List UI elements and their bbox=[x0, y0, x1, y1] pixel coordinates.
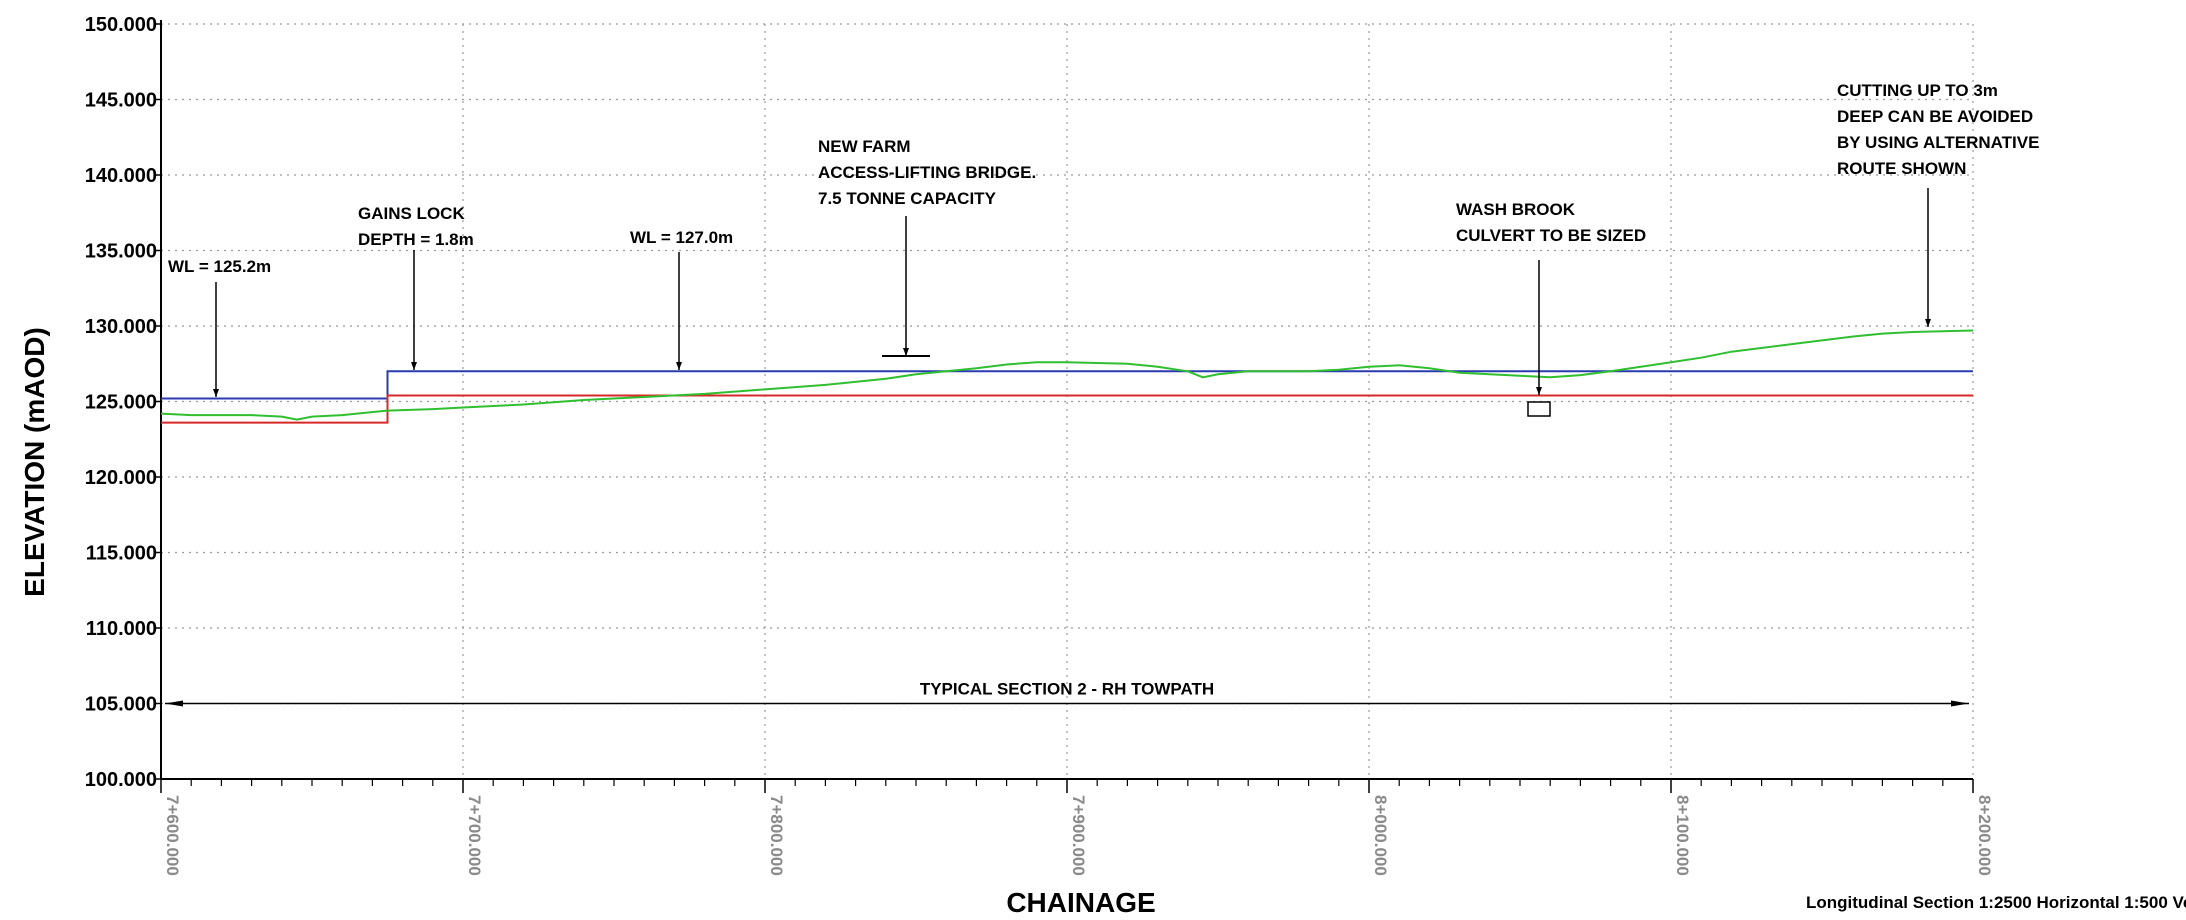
annotation-arrowhead bbox=[676, 362, 682, 370]
annotation-text: DEPTH = 1.8m bbox=[358, 230, 474, 249]
y-tick-label: 145.000 bbox=[85, 90, 157, 112]
x-tick-labels: 7+600.000 7+700.000 7+800.000 7+900.000 8+00… bbox=[163, 795, 1994, 876]
x-tick-label: 7+900.000 bbox=[1069, 795, 1088, 876]
annotation-text: NEW FARM bbox=[818, 137, 911, 156]
annotation-text: WL = 125.2m bbox=[168, 257, 271, 276]
ground-level-line bbox=[160, 329, 1974, 421]
wl-125-annotation: WL = 125.2m bbox=[168, 257, 271, 397]
y-tick-label: 120.000 bbox=[85, 467, 157, 489]
annotation-text: DEEP CAN BE AVOIDED bbox=[1837, 107, 2033, 126]
x-tick-label: 8+100.000 bbox=[1673, 795, 1692, 876]
y-tick-label: 125.000 bbox=[85, 392, 157, 414]
scale-note: Longitudinal Section 1:2500 Horizontal 1… bbox=[1806, 893, 2186, 912]
annotation-layer: WL = 125.2m GAINS LOCK DEPTH = 1.8m WL = 12… bbox=[168, 81, 2039, 417]
y-tick-label: 100.000 bbox=[85, 769, 157, 791]
dimension-arrow-left bbox=[165, 700, 183, 707]
culvert-box-symbol bbox=[1527, 401, 1551, 417]
y-tick-label: 115.000 bbox=[86, 543, 157, 565]
annotation-text: CUTTING UP TO 3m bbox=[1837, 81, 1998, 100]
y-tick-label: 130.000 bbox=[85, 316, 157, 338]
wl-127-annotation: WL = 127.0m bbox=[630, 228, 733, 370]
annotation-text: WASH BROOK bbox=[1456, 200, 1576, 219]
y-tick-label: 110.000 bbox=[86, 618, 157, 640]
x-tick-label: 7+700.000 bbox=[465, 795, 484, 876]
annotation-text: WL = 127.0m bbox=[630, 228, 733, 247]
annotation-text: CULVERT TO BE SIZED bbox=[1456, 226, 1646, 245]
dimension-label: TYPICAL SECTION 2 - RH TOWPATH bbox=[920, 680, 1214, 699]
annotation-arrowhead bbox=[903, 348, 909, 356]
wash-brook-annotation: WASH BROOK CULVERT TO BE SIZED bbox=[1456, 200, 1646, 417]
annotation-text: BY USING ALTERNATIVE bbox=[1837, 133, 2039, 152]
annotation-text: ACCESS-LIFTING BRIDGE. bbox=[818, 163, 1036, 182]
dimension-layer: TYPICAL SECTION 2 - RH TOWPATH bbox=[165, 680, 1969, 707]
x-axis-title: CHAINAGE bbox=[1006, 887, 1155, 918]
annotation-text: GAINS LOCK bbox=[358, 204, 465, 223]
y-axis-title: ELEVATION (mAOD) bbox=[19, 327, 50, 597]
x-tick-label: 8+000.000 bbox=[1371, 795, 1390, 876]
annotation-arrowhead bbox=[213, 389, 219, 397]
x-tick-label: 7+600.000 bbox=[163, 795, 182, 876]
dimension-arrow-right bbox=[1951, 700, 1969, 707]
annotation-arrowhead bbox=[1925, 319, 1931, 327]
grid-layer bbox=[161, 23, 1974, 779]
y-tick-label: 150.000 bbox=[85, 14, 157, 36]
annotation-arrowhead bbox=[1536, 387, 1542, 395]
water-level-line bbox=[161, 370, 1973, 400]
farm-bridge-annotation: NEW FARM ACCESS-LIFTING BRIDGE. 7.5 TONNE … bbox=[818, 137, 1036, 357]
y-tick-label: 140.000 bbox=[85, 165, 157, 187]
annotation-text: ROUTE SHOWN bbox=[1837, 159, 1966, 178]
x-tick-label: 7+800.000 bbox=[767, 795, 786, 876]
x-tick-label: 8+200.000 bbox=[1975, 795, 1994, 876]
axis-layer bbox=[155, 20, 1974, 793]
canal-bed-line bbox=[161, 394, 1973, 424]
series-layer bbox=[160, 329, 1974, 424]
gains-lock-annotation: GAINS LOCK DEPTH = 1.8m bbox=[358, 204, 474, 370]
cutting-annotation: CUTTING UP TO 3m DEEP CAN BE AVOIDED BY US… bbox=[1837, 81, 2039, 327]
y-tick-label: 135.000 bbox=[85, 241, 157, 263]
y-tick-label: 105.000 bbox=[85, 694, 157, 716]
annotation-arrowhead bbox=[411, 362, 417, 370]
y-tick-labels: 150.000 145.000 140.000 135.000 130.000 125.0… bbox=[85, 14, 157, 791]
annotation-text: 7.5 TONNE CAPACITY bbox=[818, 189, 997, 208]
